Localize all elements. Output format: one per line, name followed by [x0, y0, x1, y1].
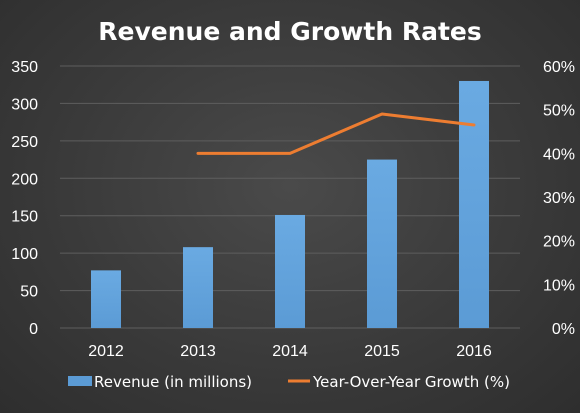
left-axis-ticks: 0 50 100 150 200 250 300 350: [11, 59, 38, 338]
x-tick-label: 2016: [456, 343, 492, 360]
bar-2013: [183, 247, 213, 328]
left-tick-label: 200: [11, 171, 38, 188]
left-tick-label: 150: [11, 209, 38, 226]
left-tick-label: 300: [11, 96, 38, 113]
right-tick-label: 20%: [543, 234, 575, 251]
right-tick-label: 50%: [543, 103, 575, 120]
x-tick-label: 2015: [364, 343, 400, 360]
bar-2015: [367, 159, 397, 328]
x-tick-label: 2013: [180, 343, 216, 360]
left-tick-label: 0: [29, 321, 38, 338]
left-tick-label: 250: [11, 134, 38, 151]
x-axis-ticks: 2012 2013 2014 2015 2016: [88, 343, 492, 360]
right-tick-label: 0%: [552, 321, 575, 338]
bar-2016: [459, 80, 489, 328]
left-tick-label: 100: [11, 246, 38, 263]
bar-series: [91, 80, 489, 328]
growth-line: [196, 112, 476, 155]
right-tick-label: 10%: [543, 277, 575, 294]
x-tick-label: 2012: [88, 343, 124, 360]
line-series: [196, 112, 476, 155]
left-tick-label: 50: [20, 284, 38, 301]
legend-label-revenue: Revenue (in millions): [94, 373, 252, 391]
chart-title: Revenue and Growth Rates: [98, 17, 481, 46]
bar-2014: [275, 214, 305, 328]
right-tick-label: 60%: [543, 59, 575, 76]
right-tick-label: 30%: [543, 190, 575, 207]
legend-label-growth: Year-Over-Year Growth (%): [312, 373, 510, 391]
right-tick-label: 40%: [543, 146, 575, 163]
legend-swatch-revenue: [68, 376, 92, 386]
bar-2012: [91, 270, 121, 328]
left-tick-label: 350: [11, 59, 38, 76]
legend: Revenue (in millions) Year-Over-Year Gro…: [68, 373, 510, 391]
right-axis-ticks: 0% 10% 20% 30% 40% 50% 60%: [543, 59, 575, 338]
x-tick-label: 2014: [272, 343, 308, 360]
